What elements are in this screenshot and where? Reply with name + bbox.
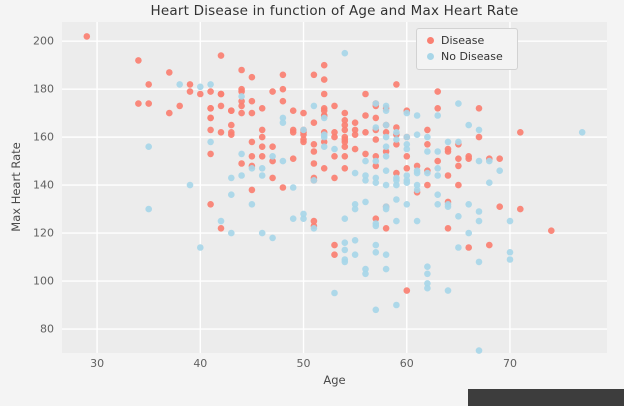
page-footer-bar: [468, 389, 624, 406]
y-axis-label: Max Heart Rate: [9, 142, 23, 232]
svg-text:140: 140: [33, 179, 54, 192]
x-axis-label: Age: [323, 373, 346, 387]
svg-text:80: 80: [40, 323, 54, 336]
legend-label-no-disease: No Disease: [441, 50, 503, 63]
svg-text:60: 60: [400, 357, 414, 370]
svg-text:180: 180: [33, 83, 54, 96]
svg-text:70: 70: [503, 357, 517, 370]
legend-item-no-disease: No Disease: [427, 50, 503, 63]
svg-text:40: 40: [193, 357, 207, 370]
legend-item-disease: Disease: [427, 34, 503, 47]
chart-title: Heart Disease in function of Age and Max…: [150, 3, 519, 19]
disease-marker-icon: [427, 37, 434, 44]
svg-text:100: 100: [33, 275, 54, 288]
legend-label-disease: Disease: [441, 34, 485, 47]
svg-text:120: 120: [33, 227, 54, 240]
svg-text:160: 160: [33, 131, 54, 144]
no-disease-marker-icon: [427, 53, 434, 60]
svg-text:200: 200: [33, 35, 54, 48]
svg-text:50: 50: [297, 357, 311, 370]
svg-text:30: 30: [90, 357, 104, 370]
legend: Disease No Disease: [416, 28, 518, 70]
